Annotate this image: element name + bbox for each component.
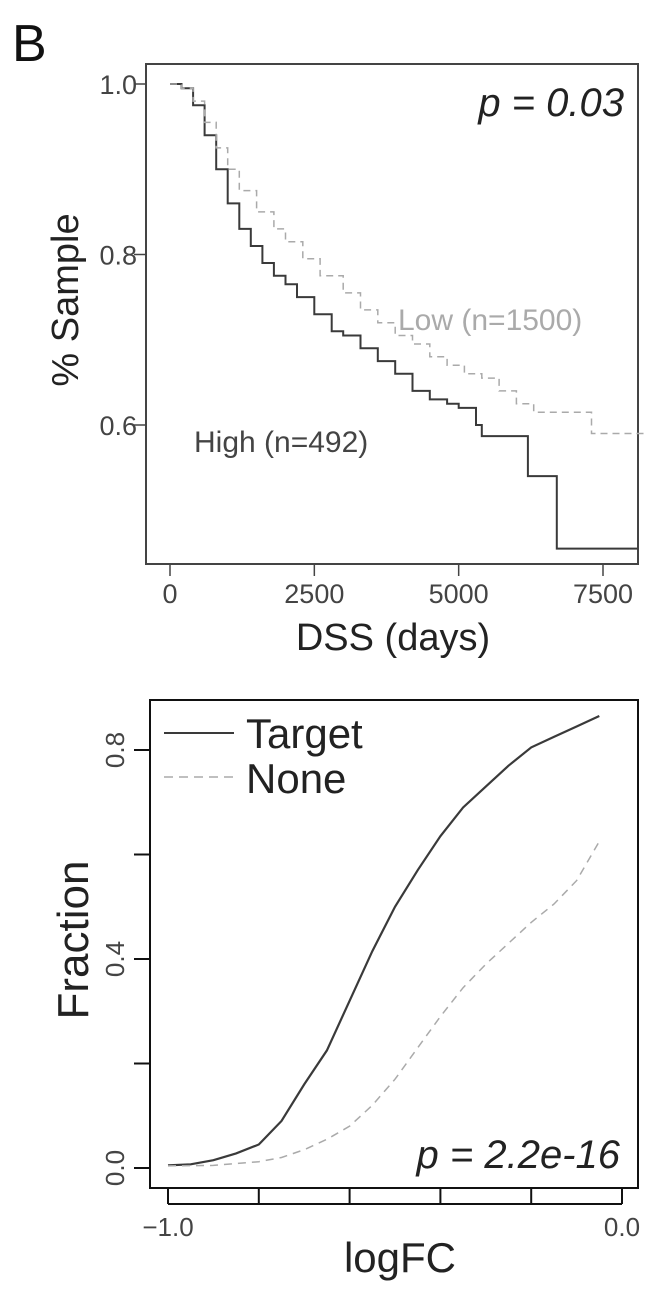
y-tick-label: 0.4 xyxy=(100,941,130,977)
x-tick-label: 7500 xyxy=(573,579,633,609)
x-tick-label: 0 xyxy=(162,579,177,609)
y-tick-label: 0.6 xyxy=(99,411,137,441)
panel-label: B xyxy=(12,15,47,73)
series-line-low xyxy=(170,83,646,435)
x-axis-title: DSS (days) xyxy=(296,617,490,659)
series-line-none xyxy=(167,841,600,1167)
series-label-high: High (n=492) xyxy=(194,426,368,459)
x-tick-label: 5000 xyxy=(429,579,489,609)
series-label-low: Low (n=1500) xyxy=(398,304,582,337)
p-value-annotation-2: p = 2.2e-16 xyxy=(416,1133,621,1177)
series-line-target xyxy=(167,715,600,1167)
y-axis-title-2: Fraction xyxy=(49,861,98,1020)
p-value-annotation: p = 0.03 xyxy=(477,81,624,125)
x-tick-label: −1.0 xyxy=(142,1212,193,1242)
plot-frame xyxy=(145,63,639,565)
km-survival-chart: 0 2500 5000 7500 0.6 0.8 1.0 p = 0.03 DSS (da… xyxy=(45,63,646,659)
y-axis-title: % Sample xyxy=(45,213,87,386)
legend: Target None xyxy=(164,710,363,802)
x-tick-label: 2500 xyxy=(284,579,344,609)
x-tick-label: 0.0 xyxy=(604,1212,640,1242)
y-tick-label: 1.0 xyxy=(99,70,137,100)
plot-frame-2 xyxy=(149,699,639,1189)
y-tick-label: 0.0 xyxy=(100,1150,130,1186)
legend-label-none: None xyxy=(246,755,346,802)
series-line-high xyxy=(170,83,638,550)
y-tick-label: 0.8 xyxy=(99,241,137,271)
x-axis-title-2: logFC xyxy=(344,1234,456,1281)
y-tick-label: 0.8 xyxy=(100,732,130,768)
legend-label-target: Target xyxy=(246,710,363,757)
